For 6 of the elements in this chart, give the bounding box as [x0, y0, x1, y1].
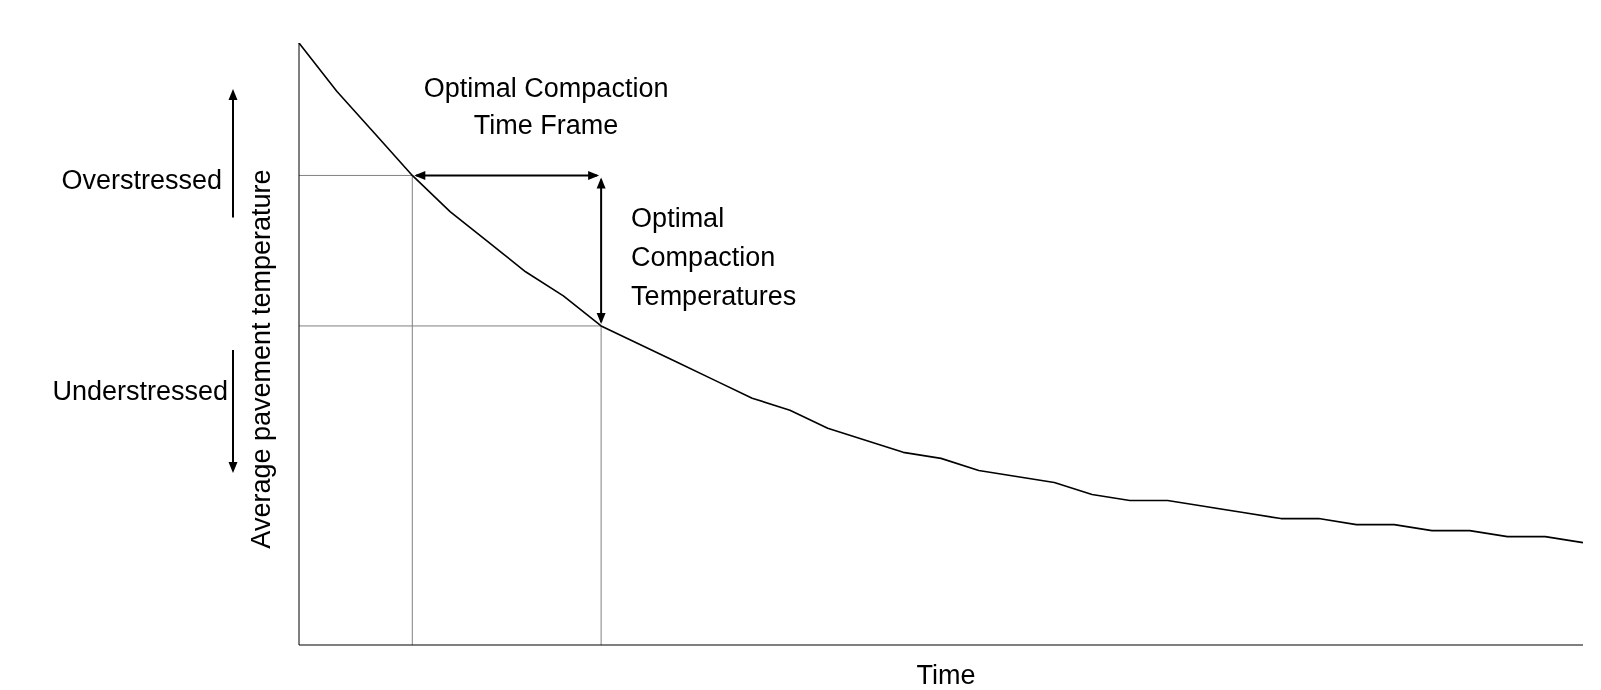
- text: Overstressed: [61, 165, 222, 196]
- annotation: Optimal Compaction Temperatures: [631, 203, 797, 312]
- y-axis-title: Average pavement temperature: [246, 169, 276, 549]
- text: Understressed: [52, 375, 228, 406]
- annotation: Optimal Compaction Time Frame: [423, 73, 669, 141]
- x-axis-title: Time: [916, 660, 976, 690]
